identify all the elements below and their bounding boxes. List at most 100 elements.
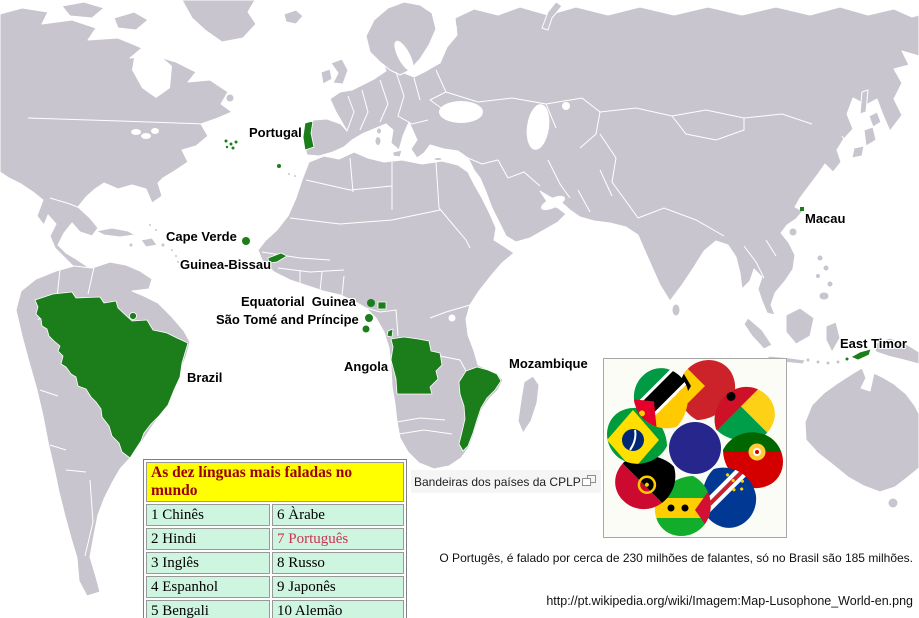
bahamas bbox=[148, 223, 152, 227]
country-angola-cabinda bbox=[386, 328, 394, 338]
table-row: 1 Chinês 6 Àrabe bbox=[146, 504, 404, 526]
crete bbox=[433, 157, 443, 161]
lang-cell: 3 Inglês bbox=[146, 552, 270, 574]
lang-cell: 9 Japonês bbox=[272, 576, 404, 598]
sulawesi bbox=[825, 321, 841, 353]
country-guinea-bissau bbox=[267, 252, 288, 264]
label-macau: Macau bbox=[805, 211, 846, 226]
arctic-islands bbox=[61, 1, 105, 19]
source-url-text: http://pt.wikipedia.org/wiki/Imagem:Map-… bbox=[546, 594, 913, 608]
azores-island bbox=[224, 139, 228, 143]
cplp-flags-pinwheel bbox=[604, 357, 786, 539]
arctic-islands bbox=[113, 11, 149, 31]
label-portugal: Portugal bbox=[249, 125, 302, 140]
table-row: 2 Hindi 7 Português bbox=[146, 528, 404, 550]
canary-island bbox=[287, 172, 291, 176]
table-row: 3 Inglês 8 Russo bbox=[146, 552, 404, 574]
label-equatorial-guinea: Equatorial Guinea bbox=[241, 294, 356, 309]
japan-honshu bbox=[863, 126, 877, 147]
madagascar bbox=[517, 375, 540, 434]
tasmania bbox=[887, 497, 899, 509]
languages-table: As dez línguas mais faladas no mundo 1 C… bbox=[143, 459, 407, 618]
country-sao-tome-principe bbox=[365, 314, 373, 322]
country-brazil bbox=[34, 291, 189, 459]
scandinavia bbox=[365, 1, 437, 76]
newfoundland bbox=[225, 93, 235, 103]
azores-island bbox=[231, 146, 235, 150]
label-mozambique: Mozambique bbox=[509, 356, 588, 371]
country-east-timor bbox=[850, 348, 872, 361]
philippines-island bbox=[815, 273, 821, 279]
bahamas bbox=[154, 228, 158, 232]
continent-africa bbox=[257, 151, 515, 470]
hispaniola bbox=[140, 237, 158, 248]
label-sao-tome-principe: São Tomé and Príncipe bbox=[216, 312, 359, 327]
flags-caption-text: Bandeiras dos países da CPLP bbox=[414, 474, 581, 489]
label-east-timor: East Timor bbox=[840, 336, 907, 351]
country-cape-verde bbox=[242, 237, 250, 245]
jamaica bbox=[128, 242, 134, 248]
table-header-row: As dez línguas mais faladas no mundo bbox=[146, 462, 404, 502]
philippines-mindanao bbox=[818, 291, 830, 301]
novaya-zemlya bbox=[541, 1, 563, 31]
new-guinea bbox=[873, 337, 919, 365]
table-row: 5 Bengali 10 Alemão bbox=[146, 600, 404, 618]
lesser-sunda-island bbox=[825, 360, 831, 366]
taiwan bbox=[822, 214, 830, 226]
speakers-statistic-text: O Portugês, é falado por cerca de 230 mi… bbox=[439, 551, 913, 565]
lesser-sunda-island bbox=[805, 357, 811, 363]
lang-cell: 4 Espanhol bbox=[146, 576, 270, 598]
lang-cell: 6 Àrabe bbox=[272, 504, 404, 526]
country-equatorial-guinea bbox=[377, 301, 387, 310]
sicily bbox=[392, 149, 403, 158]
cplp-flags-figure bbox=[603, 357, 787, 539]
label-cape-verde: Cape Verde bbox=[166, 229, 237, 244]
australia bbox=[804, 367, 919, 493]
lang-cell: 2 Hindi bbox=[146, 528, 270, 550]
sardinia bbox=[374, 136, 382, 146]
greenland bbox=[181, 0, 257, 43]
territory-macau bbox=[800, 207, 804, 211]
philippines-island bbox=[816, 254, 824, 262]
azores-island bbox=[229, 142, 233, 146]
corsica bbox=[376, 127, 382, 135]
guinea-bissau-island bbox=[261, 261, 265, 265]
country-angola bbox=[390, 336, 443, 395]
country-mozambique bbox=[458, 366, 502, 452]
sakhalin bbox=[859, 89, 869, 115]
antilles-island bbox=[174, 254, 178, 258]
flag-sao-tome-principe bbox=[654, 476, 711, 536]
sumatra bbox=[743, 317, 773, 350]
east-timor-islet bbox=[845, 357, 849, 361]
lang-cell: 5 Bengali bbox=[146, 600, 270, 618]
canary-island bbox=[293, 174, 297, 178]
pinwheel-center bbox=[669, 422, 721, 474]
japan-hokkaido bbox=[868, 111, 882, 128]
country-brazil-marajo bbox=[129, 312, 137, 320]
label-guinea-bissau: Guinea-Bissau bbox=[180, 257, 272, 272]
madeira bbox=[277, 164, 281, 168]
lang-cell: 8 Russo bbox=[272, 552, 404, 574]
table-title: As dez línguas mais faladas no mundo bbox=[146, 462, 404, 502]
philippines-island bbox=[826, 280, 834, 288]
hainan bbox=[788, 227, 798, 237]
azores-island bbox=[225, 145, 229, 149]
cuba bbox=[95, 227, 136, 238]
inland-water bbox=[131, 24, 570, 322]
iceland bbox=[283, 9, 304, 25]
puerto-rico bbox=[160, 242, 166, 248]
table-row: 4 Espanhol 9 Japonês bbox=[146, 576, 404, 598]
japan-kyushu bbox=[851, 145, 865, 159]
lang-cell-portuguese: 7 Português bbox=[272, 528, 404, 550]
country-equatorial-guinea-bioko bbox=[367, 299, 375, 307]
country-portugal bbox=[302, 120, 315, 151]
enlarge-icon bbox=[581, 474, 597, 490]
lusophone-countries bbox=[34, 120, 872, 459]
azores-island bbox=[234, 140, 238, 144]
lang-cell: 10 Alemão bbox=[272, 600, 404, 618]
lesser-sunda-island bbox=[835, 359, 841, 365]
ireland bbox=[320, 68, 333, 85]
country-sao-tome-principe bbox=[362, 325, 370, 333]
